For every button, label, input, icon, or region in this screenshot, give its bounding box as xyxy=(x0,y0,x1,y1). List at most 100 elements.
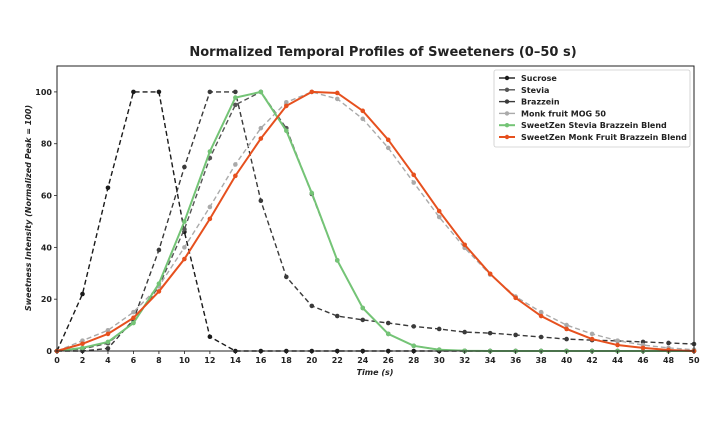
data-point xyxy=(360,108,366,114)
data-point xyxy=(436,214,442,220)
data-point xyxy=(207,89,213,95)
data-point xyxy=(233,95,238,100)
legend-marker xyxy=(504,87,510,93)
data-point xyxy=(105,339,111,345)
legend: Sucrose Stevia Brazzein Monk fruit MOG 50 Sw… xyxy=(493,69,691,148)
x-tick-label: 18 xyxy=(281,356,293,365)
data-point xyxy=(156,89,162,95)
data-point xyxy=(131,320,136,326)
plot-frame xyxy=(56,65,695,352)
data-point xyxy=(411,343,417,349)
chart-title: Normalized Temporal Profiles of Sweetene… xyxy=(189,45,576,60)
x-tick-label: 26 xyxy=(383,356,395,365)
data-point xyxy=(309,303,315,309)
data-point xyxy=(233,173,238,179)
x-axis: 0 2 4 6 8 10 12 14 16 18 20 22 24 26 28 30 32 34 36 38 40 42 4… xyxy=(54,351,700,365)
legend-marker xyxy=(504,111,510,116)
data-point xyxy=(284,128,289,134)
x-tick-label: 38 xyxy=(536,356,548,365)
x-tick-label: 20 xyxy=(306,356,318,365)
data-point xyxy=(666,340,671,346)
data-point xyxy=(309,89,315,95)
data-point xyxy=(105,331,111,337)
data-point xyxy=(233,162,238,167)
data-point xyxy=(538,309,544,315)
data-point xyxy=(462,242,467,248)
legend-label: Stevia xyxy=(521,86,549,95)
x-tick-label: 28 xyxy=(408,356,420,365)
x-tick-label: 42 xyxy=(587,356,598,365)
x-tick-label: 0 xyxy=(54,356,60,365)
series-line-sweetzen-monk-fruit-brazzein-blend xyxy=(56,90,695,352)
data-point xyxy=(156,247,162,253)
data-point xyxy=(156,289,162,294)
x-tick-label: 46 xyxy=(637,356,649,365)
data-point xyxy=(385,145,391,151)
series-line-monk-fruit-mog-50 xyxy=(56,91,695,352)
data-point xyxy=(640,345,646,351)
x-tick-label: 6 xyxy=(131,356,137,365)
y-tick-label: 0 xyxy=(46,347,52,356)
x-tick-label: 48 xyxy=(663,356,675,365)
legend-marker xyxy=(504,134,510,140)
data-point xyxy=(284,103,289,109)
data-point xyxy=(284,99,289,105)
legend-item: Brazzein xyxy=(499,98,560,107)
data-point xyxy=(513,332,518,338)
data-point xyxy=(334,258,340,263)
data-point xyxy=(131,89,136,95)
data-point xyxy=(411,180,417,185)
data-point xyxy=(334,96,340,102)
data-point xyxy=(564,322,569,328)
data-point xyxy=(105,346,111,351)
data-point xyxy=(207,149,213,154)
legend-label: Brazzein xyxy=(521,98,560,107)
data-point xyxy=(589,336,595,342)
data-point xyxy=(385,331,391,337)
data-point xyxy=(360,116,366,122)
data-point xyxy=(105,185,111,191)
data-point xyxy=(80,345,85,351)
data-point xyxy=(513,295,518,301)
data-point xyxy=(233,102,238,108)
data-point xyxy=(131,315,136,321)
legend-label: SweetZen Monk Fruit Brazzein Blend xyxy=(521,133,687,142)
data-point xyxy=(538,313,544,319)
x-tick-label: 14 xyxy=(230,356,242,365)
data-point xyxy=(284,274,289,280)
data-point xyxy=(182,245,187,250)
data-point xyxy=(411,172,417,178)
data-point xyxy=(385,320,391,326)
data-point xyxy=(156,281,162,286)
legend-label: SweetZen Stevia Brazzein Blend xyxy=(521,121,667,130)
legend-item: SweetZen Stevia Brazzein Blend xyxy=(499,121,667,130)
data-point xyxy=(258,125,264,131)
y-tick-label: 40 xyxy=(41,243,53,252)
data-point xyxy=(309,190,315,196)
data-point xyxy=(385,137,391,143)
data-point xyxy=(360,305,366,311)
legend-item: Monk fruit MOG 50 xyxy=(499,109,606,118)
legend-label: Monk fruit MOG 50 xyxy=(521,109,606,118)
y-axis-label: Sweetness Intensity (Normalized Peak = 1… xyxy=(24,105,33,311)
data-point xyxy=(80,341,85,347)
legend-item: SweetZen Monk Fruit Brazzein Blend xyxy=(499,133,687,142)
data-point xyxy=(462,329,467,335)
data-point xyxy=(207,204,213,210)
legend-item: Sucrose xyxy=(499,74,557,83)
data-point xyxy=(538,334,544,340)
data-point xyxy=(182,226,187,232)
data-point xyxy=(80,291,85,297)
y-tick-label: 80 xyxy=(41,140,53,149)
x-tick-label: 8 xyxy=(156,356,162,365)
x-tick-label: 36 xyxy=(510,356,522,365)
data-point xyxy=(487,271,493,277)
data-point xyxy=(564,336,569,342)
data-point xyxy=(258,198,264,204)
series-sweetzen-monk-fruit-brazzein-blend xyxy=(54,89,697,354)
legend-label: Sucrose xyxy=(521,74,557,83)
x-tick-label: 30 xyxy=(434,356,446,365)
data-point xyxy=(182,256,187,262)
data-point xyxy=(615,342,620,348)
